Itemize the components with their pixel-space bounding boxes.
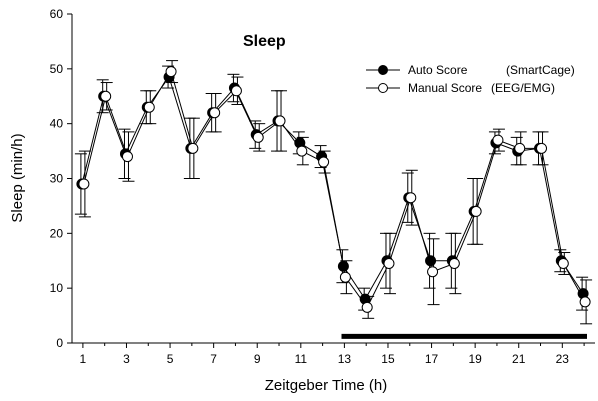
data-point: [536, 142, 548, 154]
x-tick-label: 17: [425, 352, 439, 366]
data-point: [470, 205, 482, 217]
legend-manual-suffix: (EEG/EMG): [491, 81, 555, 95]
data-point: [143, 101, 155, 113]
legend-auto-suffix: (SmartCage): [506, 63, 575, 77]
y-tick-label: 0: [56, 336, 63, 350]
data-point: [514, 142, 526, 154]
x-tick-label: 3: [123, 352, 130, 366]
x-tick-label: 21: [512, 352, 526, 366]
series-manual-score: [78, 60, 593, 325]
data-point: [339, 271, 351, 283]
data-point: [383, 257, 395, 269]
data-point: [318, 156, 330, 168]
y-tick-label: 60: [50, 7, 64, 21]
data-point: [337, 260, 349, 272]
data-point: [361, 301, 373, 313]
data-point: [100, 90, 112, 102]
data-point: [448, 257, 460, 269]
data-point: [78, 178, 90, 190]
x-tick-label: 23: [556, 352, 570, 366]
chart-title: Sleep: [243, 33, 286, 50]
y-tick-label: 30: [50, 172, 64, 186]
legend-auto-marker: [378, 65, 388, 75]
data-point: [579, 296, 591, 308]
legend-manual-marker: [378, 83, 388, 93]
data-point: [427, 266, 439, 278]
x-tick-labels: 1 3 5 7 9 11 13 15 17 19 21 23: [80, 352, 570, 366]
y-tick-labels: 0 10 20 30 40 50 60: [50, 7, 64, 350]
data-point: [209, 107, 221, 119]
x-tick-label: 7: [210, 352, 217, 366]
data-point: [165, 66, 177, 78]
data-point: [187, 142, 199, 154]
y-axis-title: Sleep (min/h): [9, 133, 26, 222]
x-tick-label: 13: [338, 352, 352, 366]
data-point: [230, 85, 242, 97]
data-point: [274, 115, 286, 127]
x-tick-label: 5: [167, 352, 174, 366]
tick-marks: [67, 13, 585, 348]
y-tick-label: 50: [50, 62, 64, 76]
data-point: [121, 151, 133, 163]
series-layer: [74, 60, 593, 325]
x-tick-label: 9: [254, 352, 261, 366]
x-tick-label: 15: [381, 352, 395, 366]
series-line: [83, 70, 586, 309]
y-tick-label: 20: [50, 226, 64, 240]
data-point: [492, 134, 504, 146]
data-point: [557, 257, 569, 269]
series-line: [81, 75, 584, 301]
x-tick-label: 11: [295, 352, 308, 366]
x-tick-label: 1: [80, 352, 87, 366]
data-point: [425, 255, 437, 267]
data-point: [405, 192, 417, 204]
legend: Auto Score (SmartCage) Manual Score (EEG…: [366, 63, 575, 95]
y-tick-label: 40: [50, 117, 64, 131]
x-axis-title: Zeitgeber Time (h): [265, 377, 388, 394]
data-point: [252, 131, 264, 143]
legend-auto-label: Auto Score: [408, 63, 468, 77]
y-tick-label: 10: [50, 281, 64, 295]
markers-manual-score: [78, 66, 591, 313]
legend-manual-label: Manual Score: [408, 81, 482, 95]
data-point: [296, 145, 308, 157]
x-tick-label: 19: [468, 352, 482, 366]
